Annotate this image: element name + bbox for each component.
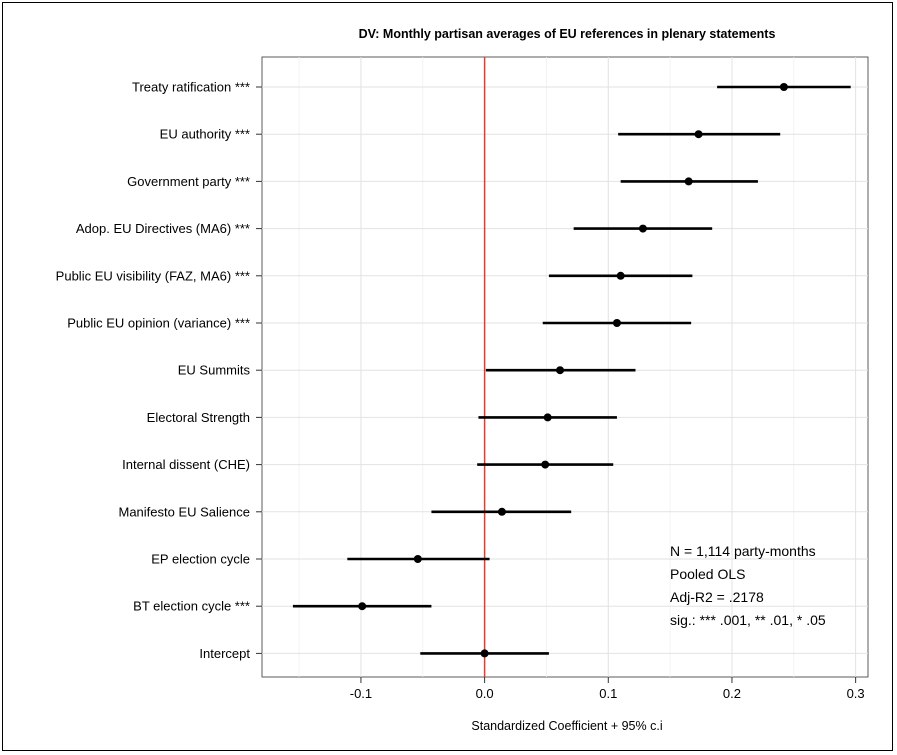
point-estimate — [497, 507, 506, 516]
point-estimate — [684, 177, 693, 186]
point-estimate — [543, 413, 552, 422]
y-axis-labels: Treaty ratification *** EU authority *** G… — [56, 80, 262, 661]
y-tick-label: Manifesto EU Salience — [118, 504, 250, 519]
note-sig: sig.: *** .001, ** .01, * .05 — [670, 612, 826, 628]
y-tick-label: Government party *** — [127, 174, 250, 189]
y-tick-label: EU authority *** — [160, 127, 250, 142]
note-model: Pooled OLS — [670, 566, 746, 582]
y-tick-label: Public EU visibility (FAZ, MA6) *** — [56, 268, 250, 283]
y-tick-label: Public EU opinion (variance) *** — [67, 316, 250, 331]
y-tick-label: Electoral Strength — [147, 410, 250, 425]
note-n: N = 1,114 party-months — [670, 543, 816, 559]
point-estimate — [541, 460, 550, 469]
y-tick-label: EP election cycle — [151, 552, 250, 567]
x-tick-label: -0.1 — [350, 686, 372, 701]
point-estimate — [616, 271, 625, 280]
point-estimate — [612, 319, 621, 327]
point-estimate — [413, 555, 422, 563]
y-tick-label: EU Summits — [178, 363, 251, 378]
chart-title: DV: Monthly partisan averages of EU refe… — [359, 27, 776, 41]
plot-panel — [261, 56, 869, 678]
point-estimate — [694, 130, 703, 139]
x-tick-label: 0.1 — [599, 686, 617, 701]
y-tick-label: Intercept — [199, 646, 250, 661]
x-axis-ticks: -0.1 0.0 0.1 0.2 0.3 — [350, 677, 865, 701]
point-estimate — [779, 83, 788, 91]
x-axis-label: Standardized Coefficient + 95% c.i — [471, 719, 662, 733]
point-estimate — [480, 649, 489, 658]
model-notes: N = 1,114 party-months Pooled OLS Adj-R2… — [670, 543, 826, 628]
point-estimate — [358, 602, 367, 611]
y-tick-label: Internal dissent (CHE) — [122, 457, 250, 472]
x-tick-label: 0.3 — [847, 686, 865, 701]
y-tick-label: Treaty ratification *** — [132, 80, 250, 95]
x-tick-label: 0.0 — [476, 686, 494, 701]
point-estimate — [556, 366, 565, 375]
x-tick-label: 0.2 — [723, 686, 741, 701]
point-estimate — [638, 224, 647, 233]
y-tick-label: BT election cycle *** — [133, 599, 250, 614]
coefficient-marks — [292, 83, 851, 658]
y-tick-label: Adop. EU Directives (MA6) *** — [76, 221, 250, 236]
note-r2: Adj-R2 = .2178 — [670, 589, 764, 605]
